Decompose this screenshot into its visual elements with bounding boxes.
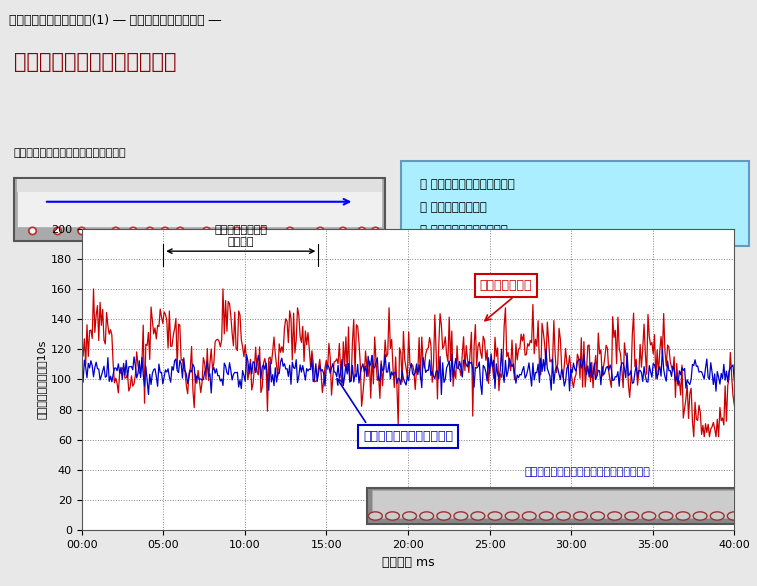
- Ellipse shape: [625, 512, 639, 520]
- Text: 通常オイルエア: 通常オイルエア: [480, 280, 532, 292]
- FancyBboxPatch shape: [401, 161, 749, 246]
- Ellipse shape: [54, 227, 61, 234]
- Text: 新給排油システムの開発(1) ― 極微量オイルエア潤滑 ―: 新給排油システムの開発(1) ― 極微量オイルエア潤滑 ―: [9, 15, 221, 28]
- Ellipse shape: [608, 512, 621, 520]
- Ellipse shape: [659, 512, 673, 520]
- Ellipse shape: [556, 512, 570, 520]
- X-axis label: 経過時間 ms: 経過時間 ms: [382, 556, 435, 568]
- Text: ・ 均一な潤滑油供給が可能に: ・ 均一な潤滑油供給が可能に: [420, 178, 515, 191]
- Ellipse shape: [522, 512, 536, 520]
- Text: 通常オイルエアの配管内油粒イメージ: 通常オイルエアの配管内油粒イメージ: [14, 148, 126, 158]
- Text: 通常オイルエアの
吐出間隔: 通常オイルエアの 吐出間隔: [214, 225, 267, 247]
- Ellipse shape: [505, 512, 519, 520]
- Ellipse shape: [693, 512, 707, 520]
- Ellipse shape: [454, 512, 468, 520]
- Ellipse shape: [358, 227, 366, 234]
- Ellipse shape: [369, 512, 382, 520]
- Ellipse shape: [112, 227, 120, 234]
- Bar: [17, 180, 382, 227]
- Ellipse shape: [385, 512, 400, 520]
- Text: 配管内通過油粒量の測定結果: 配管内通過油粒量の測定結果: [14, 52, 176, 72]
- Ellipse shape: [339, 227, 347, 234]
- Ellipse shape: [286, 227, 294, 234]
- Text: ・ 軸受の信頼性向上: ・ 軸受の信頼性向上: [420, 201, 487, 214]
- Ellipse shape: [146, 227, 154, 234]
- Ellipse shape: [540, 512, 553, 520]
- Ellipse shape: [29, 227, 36, 234]
- Ellipse shape: [488, 512, 502, 520]
- Ellipse shape: [642, 512, 656, 520]
- Bar: [14, 178, 385, 241]
- Ellipse shape: [78, 227, 86, 234]
- Ellipse shape: [676, 512, 690, 520]
- Bar: [372, 489, 737, 518]
- Ellipse shape: [372, 227, 379, 234]
- Ellipse shape: [176, 227, 184, 234]
- Ellipse shape: [437, 512, 450, 520]
- Y-axis label: 配管内通過油粒数／10s: 配管内通過油粒数／10s: [37, 340, 47, 419]
- Text: スーパーリーンオイルエア: スーパーリーンオイルエア: [363, 430, 453, 443]
- Text: ・ スピンドル熱変異の低減: ・ スピンドル熱変異の低減: [420, 224, 508, 237]
- Ellipse shape: [233, 227, 241, 234]
- Ellipse shape: [590, 512, 605, 520]
- Text: スーパーリーンオイルエアの油粒イメージ: スーパーリーンオイルエアの油粒イメージ: [525, 467, 650, 477]
- Ellipse shape: [710, 512, 724, 520]
- Ellipse shape: [574, 512, 587, 520]
- Ellipse shape: [471, 512, 485, 520]
- Ellipse shape: [403, 512, 416, 520]
- Ellipse shape: [419, 512, 434, 520]
- Ellipse shape: [129, 227, 137, 234]
- Ellipse shape: [161, 227, 169, 234]
- Bar: [367, 488, 743, 524]
- Ellipse shape: [727, 512, 741, 520]
- Ellipse shape: [316, 227, 324, 234]
- Ellipse shape: [260, 227, 267, 234]
- Bar: [17, 179, 382, 192]
- Ellipse shape: [203, 227, 210, 234]
